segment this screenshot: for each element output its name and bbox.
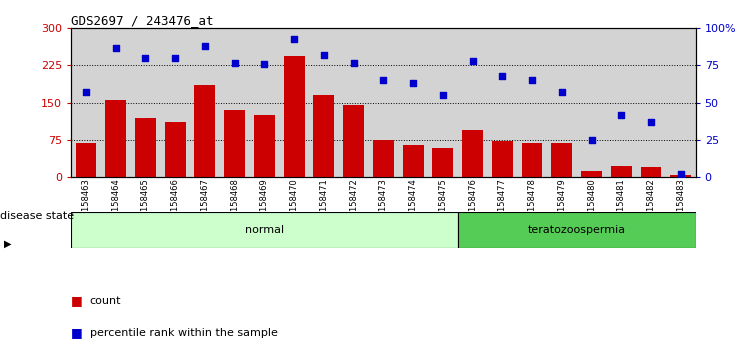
Text: disease state: disease state (0, 211, 74, 221)
Point (110, 45, 122, 51)
Point (645, 119, 657, 125)
Text: normal: normal (245, 225, 284, 235)
Point (80, 90, 92, 95)
Point (169, 55, 181, 61)
Bar (640, 167, 661, 177)
Text: ▶: ▶ (4, 239, 11, 249)
Point (616, 112, 628, 118)
Point (675, 171, 687, 177)
Bar (492, 141, 512, 177)
Bar (670, 175, 691, 177)
Bar (373, 140, 393, 177)
Bar (343, 105, 364, 177)
Bar (254, 115, 275, 177)
Bar (283, 56, 304, 177)
Text: ■: ■ (71, 295, 83, 307)
Point (556, 90, 568, 95)
Bar (313, 95, 334, 177)
Point (467, 58, 479, 64)
Bar (432, 148, 453, 177)
Point (497, 73, 509, 79)
Bar (611, 166, 632, 177)
Point (139, 55, 151, 61)
Text: percentile rank within the sample: percentile rank within the sample (90, 328, 278, 338)
Bar (194, 85, 215, 177)
Point (229, 60, 241, 65)
Bar (105, 100, 126, 177)
Bar (551, 143, 572, 177)
Bar (521, 143, 542, 177)
Point (377, 78, 389, 83)
Point (348, 60, 360, 65)
Bar (135, 118, 156, 177)
Bar (224, 110, 245, 177)
Bar (76, 143, 96, 177)
Point (437, 92, 449, 98)
Point (199, 43, 211, 49)
Point (318, 52, 330, 58)
Point (407, 80, 419, 86)
Bar (165, 122, 186, 177)
Bar (402, 145, 423, 177)
Text: GDS2697 / 243476_at: GDS2697 / 243476_at (71, 14, 214, 27)
Bar (462, 130, 483, 177)
Point (288, 36, 300, 41)
Text: teratozoospermia: teratozoospermia (527, 225, 626, 235)
Point (586, 137, 598, 143)
Bar (71, 212, 458, 248)
Text: count: count (90, 296, 121, 306)
Point (258, 61, 270, 67)
Text: ■: ■ (71, 326, 83, 339)
Bar (581, 171, 602, 177)
Bar (458, 212, 696, 248)
Point (526, 78, 538, 83)
